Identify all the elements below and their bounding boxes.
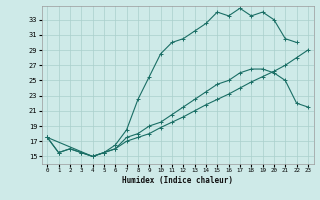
X-axis label: Humidex (Indice chaleur): Humidex (Indice chaleur) xyxy=(122,176,233,185)
